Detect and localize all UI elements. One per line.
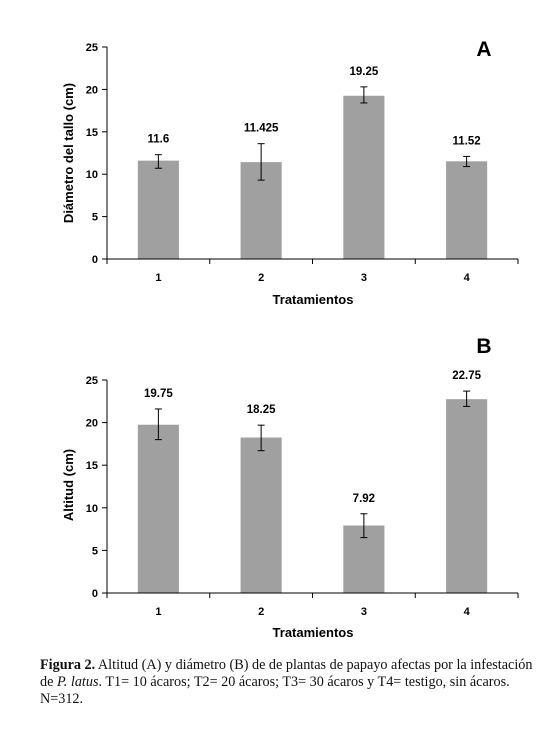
caption-text: Altitud (A) y diámetro (B) de de plantas…: [40, 657, 533, 690]
data-label: 19.25: [349, 66, 378, 78]
x-tick-label: 3: [361, 272, 367, 284]
y-tick-label: 5: [92, 212, 98, 224]
data-label: 18.25: [247, 404, 276, 416]
y-tick-label: 15: [86, 127, 98, 139]
y-tick-label: 5: [92, 545, 98, 557]
caption-figure-label: Figura 2.: [40, 657, 96, 673]
data-label: 11.52: [453, 135, 481, 147]
chart-panel-b: B Altitud (cm) Tratamientos 19.75 1 18.25 2…: [61, 335, 519, 640]
y-tick-label: 20: [86, 418, 98, 430]
y-tick-label: 15: [86, 460, 98, 472]
data-label: 19.75: [144, 388, 173, 400]
bar: [240, 437, 282, 593]
x-tick-label: 4: [464, 272, 471, 284]
x-tick-label: 2: [258, 272, 264, 284]
y-tick-label: 25: [86, 42, 98, 54]
x-tick-label: 2: [258, 606, 264, 618]
bar: [137, 424, 179, 593]
y-tick-label: 10: [86, 503, 98, 515]
y-axis-title: Altitud (cm): [61, 449, 76, 521]
bar: [446, 161, 488, 259]
y-tick-label: 25: [86, 375, 98, 387]
y-tick-label: 0: [92, 588, 98, 600]
y-axis-title: Diámetro del tallo (cm): [61, 83, 76, 223]
chart-panel-a: A Diámetro del tallo (cm) Tratamientos 1…: [61, 38, 519, 307]
y-tick-label: 0: [92, 254, 98, 266]
bar: [137, 160, 179, 259]
y-tick-label: 10: [86, 169, 98, 181]
x-tick-label: 3: [361, 606, 367, 618]
y-tick-label: 20: [86, 84, 98, 96]
data-label: 11.6: [148, 134, 170, 146]
x-tick-label: 1: [155, 272, 161, 284]
x-tick-label: 1: [155, 606, 161, 618]
panel-label: B: [476, 335, 491, 358]
caption-text-end: . T1= 10 ácaros; T2= 20 ácaros; T3= 30 á…: [40, 674, 510, 707]
figure-caption: Figura 2. Altitud (A) y diámetro (B) de …: [40, 657, 540, 708]
x-tick-label: 4: [464, 606, 471, 618]
x-axis-title: Tratamientos: [273, 625, 354, 640]
data-label: 11.425: [244, 123, 279, 135]
panel-label: A: [476, 38, 491, 61]
x-axis-title: Tratamientos: [273, 292, 354, 307]
data-label: 22.75: [452, 370, 481, 382]
caption-species-name: P. latus: [56, 674, 99, 690]
bar: [343, 95, 385, 259]
bar: [446, 399, 488, 593]
data-label: 7.92: [353, 493, 375, 505]
